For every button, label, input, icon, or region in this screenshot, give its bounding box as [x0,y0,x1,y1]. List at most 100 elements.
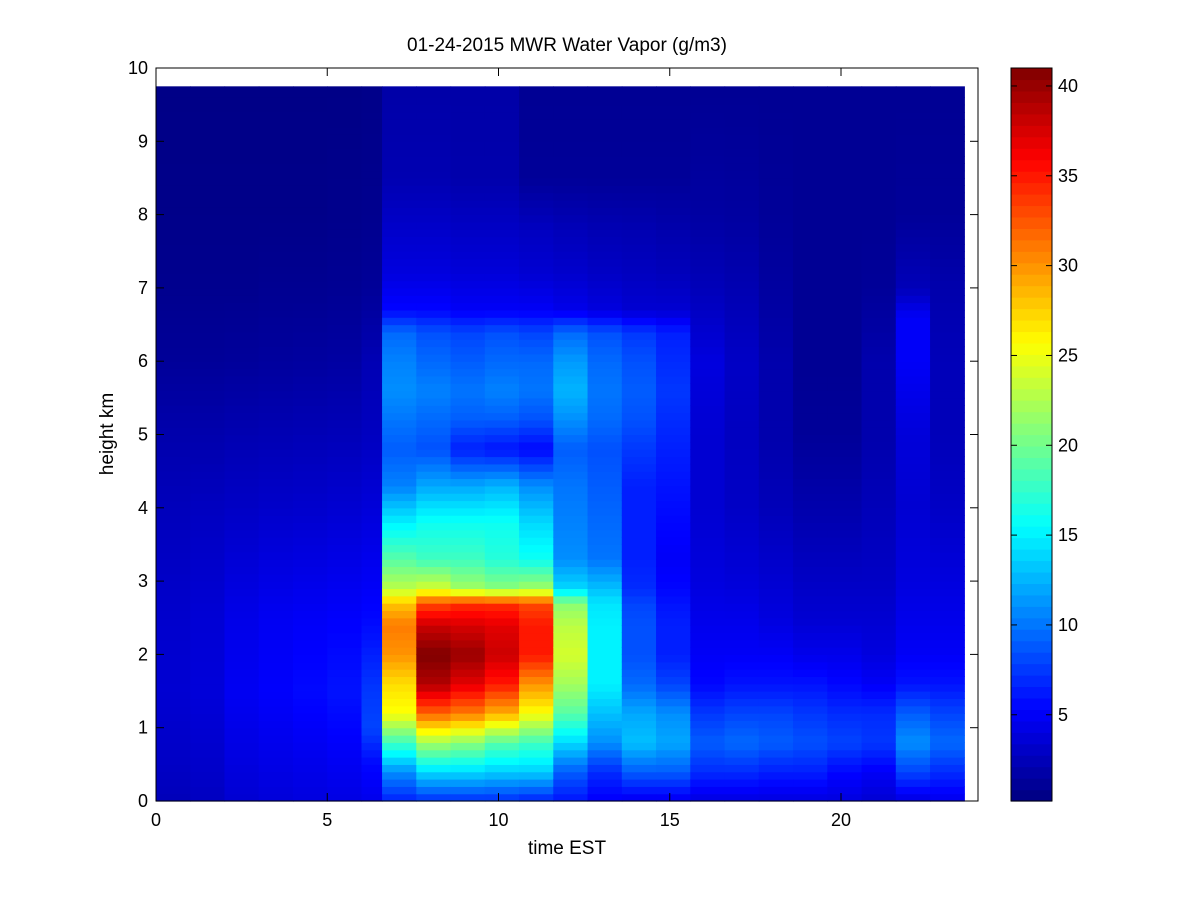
heatmap-cell [416,713,452,721]
heatmap-cell [827,515,863,524]
heatmap-cell [621,375,657,384]
heatmap-cell [382,287,417,296]
heatmap-cell [416,397,452,406]
heatmap-cell [361,221,383,230]
heatmap-cell [484,214,520,223]
heatmap-cell [690,456,726,465]
heatmap-cell [293,698,328,707]
heatmap-cell [587,163,623,172]
heatmap-cell [327,214,363,223]
heatmap-cell [224,397,260,406]
heatmap-cell [361,507,383,516]
heatmap-cell [190,669,226,677]
heatmap-cell [827,610,863,619]
heatmap-cell [361,368,383,377]
heatmap-cell [484,353,520,362]
heatmap-cell [690,654,726,663]
heatmap-cell [553,691,589,699]
heatmap-cell [656,749,691,758]
heatmap-cell [553,243,589,252]
heatmap-cell [895,97,931,106]
heatmap-cell [519,199,554,208]
heatmap-cell [587,705,623,714]
heatmap-cell [382,617,417,626]
heatmap-cell [361,331,383,340]
heatmap-cell [224,86,260,98]
heatmap-cell [450,295,486,304]
heatmap-cell [416,214,452,223]
heatmap-cell [690,236,726,245]
heatmap-cell [156,148,191,157]
heatmap-cell [827,353,863,362]
heatmap-cell [930,456,965,465]
heatmap-cell [293,449,328,458]
heatmap-cell [690,625,726,634]
heatmap-cell [293,595,328,604]
heatmap-cell [293,757,328,765]
heatmap-cell [724,757,760,765]
heatmap-cell [293,302,328,311]
colorbar-swatch [1011,274,1052,287]
heatmap-cell [930,713,965,721]
heatmap-cell [793,155,828,164]
colorbar-swatch [1011,652,1052,665]
heatmap-cell [621,595,657,604]
heatmap-cell [861,471,897,480]
heatmap-cell [827,419,863,428]
heatmap-cell [258,111,294,120]
heatmap-cell [519,441,554,450]
heatmap-cell [258,544,294,553]
heatmap-cell [416,236,452,245]
heatmap-cell [656,236,691,245]
heatmap-cell [382,192,417,201]
heatmap-cell [519,676,554,685]
heatmap-cell [621,148,657,157]
heatmap-cell [758,727,794,736]
heatmap-cell [656,441,691,450]
heatmap-cell [793,669,828,677]
heatmap-cell [690,493,726,502]
heatmap-cell [156,515,191,524]
heatmap-cell [190,97,226,106]
heatmap-cell [293,251,328,260]
heatmap-cell [895,610,931,619]
heatmap-cell [656,280,691,289]
heatmap-cell [224,375,260,384]
heatmap-cell [930,214,965,223]
heatmap-cell [587,610,623,619]
heatmap-cell [930,676,965,685]
heatmap-cell [416,669,452,677]
heatmap-cell [190,463,226,472]
heatmap-cell [382,133,417,142]
x-tick-label: 10 [488,810,508,830]
heatmap-cell [621,199,657,208]
heatmap-cell [553,698,589,707]
heatmap-cell [416,500,452,509]
heatmap-cell [793,192,828,201]
colorbar-swatch [1011,709,1052,722]
heatmap-cell [224,163,260,172]
heatmap-cell [484,493,520,502]
heatmap-cell [861,478,897,487]
heatmap-cell [156,551,191,560]
heatmap-cell [724,185,760,194]
heatmap-cell [861,361,897,370]
heatmap-cell [361,133,383,142]
heatmap-cell [758,522,794,531]
heatmap-cell [827,339,863,348]
heatmap-cell [587,786,623,795]
heatmap-cell [827,86,863,98]
heatmap-cell [553,720,589,729]
heatmap-cell [553,155,589,164]
heatmap-cell [621,779,657,787]
heatmap-cell [690,581,726,590]
heatmap-cell [327,515,363,524]
heatmap-cell [690,544,726,553]
heatmap-cell [258,588,294,597]
heatmap-cell [656,603,691,612]
heatmap-cell [827,632,863,641]
heatmap-cell [327,405,363,414]
heatmap-cell [861,434,897,443]
colorbar-swatch [1011,365,1052,378]
heatmap-cell [519,111,554,120]
